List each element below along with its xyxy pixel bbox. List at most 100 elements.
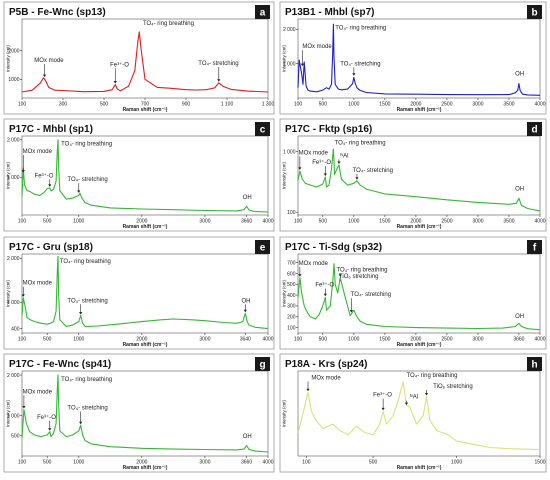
- annotation-arrowhead: [424, 393, 429, 396]
- panel-b: P13B1 - Mhbl (sp7) b 100 500 1000 1500 2000 250…: [279, 1, 547, 115]
- x-tick-label: 500: [319, 337, 328, 343]
- annotation-arrowhead: [217, 79, 221, 82]
- x-tick-label: 2500: [441, 337, 452, 343]
- panel-letter: e: [260, 243, 266, 254]
- annotation-label: MOx mode: [311, 376, 341, 382]
- annotation-label: Fe³⁺-O: [110, 61, 129, 68]
- annotation-arrowhead: [338, 274, 342, 277]
- panel-letter: a: [260, 8, 266, 19]
- x-tick-label: 300: [59, 102, 68, 108]
- plot-area: [21, 370, 269, 457]
- x-tick-label: 3660: [513, 337, 524, 343]
- x-tick-label: 100: [18, 460, 27, 466]
- y-axis-label: Intensity (cnt): [282, 279, 287, 307]
- annotation-label: TO₄- ring breathing: [61, 377, 112, 383]
- panel-letter: h: [531, 360, 537, 371]
- annotation-label: MOx mode: [23, 389, 53, 395]
- panel-letter-badge: [527, 357, 542, 371]
- annotation-arrowhead: [48, 184, 52, 187]
- annotation-label: MOx mode: [34, 58, 64, 64]
- panel-title: P17C - Mhbl (sp1): [9, 124, 93, 135]
- y-tick-label: 1000: [8, 77, 19, 83]
- panel-letter: d: [531, 125, 537, 136]
- annotation-arrowhead: [298, 167, 302, 170]
- y-tick-label: 1 000: [283, 149, 296, 155]
- annotation-label: TO₄- stretching: [67, 298, 107, 304]
- x-axis-label: Raman shift (cm⁻¹): [123, 224, 168, 230]
- y-tick-label: 300: [287, 304, 296, 310]
- plot-area: [21, 253, 269, 334]
- panel-letter-badge: [527, 240, 542, 254]
- x-tick-label: 900: [182, 102, 191, 108]
- spectrum-line: [297, 381, 541, 451]
- x-tick-label: 100: [18, 102, 27, 108]
- annotation-label: MOx mode: [302, 44, 332, 50]
- annotation-label: TO₄- stretching: [198, 61, 238, 67]
- panel-letter: c: [260, 125, 266, 136]
- x-tick-label: 4000: [262, 219, 273, 225]
- annotation-label: MOx mode: [299, 261, 329, 267]
- spectrum-line: [21, 255, 269, 330]
- x-tick-label: 1500: [379, 219, 390, 225]
- annotation-arrowhead: [113, 80, 117, 84]
- x-tick-label: 1000: [451, 460, 462, 466]
- x-tick-label: 4000: [534, 102, 545, 108]
- y-axis-label: Intensity (cnt): [282, 161, 287, 189]
- annotation-label: TO₄- ring breathing: [335, 25, 386, 31]
- y-tick-label: 1 000: [7, 413, 20, 419]
- x-tick-label: 2000: [410, 102, 421, 108]
- panel-frame: [279, 118, 547, 232]
- x-tick-label: 3000: [472, 219, 483, 225]
- annotation-arrowhead: [323, 293, 327, 297]
- annotation-arrowhead: [323, 173, 327, 177]
- y-axis-label: Intensity (cnt): [282, 399, 287, 427]
- panel-f: P17C - Ti-Sdg (sp32) f 100 500 1000 1500 2000 2…: [279, 236, 547, 350]
- annotation-label: TiO₆ stretching: [433, 384, 473, 390]
- annotation-label: TO₄- stretching: [67, 405, 107, 411]
- y-tick-label: 400: [287, 293, 296, 299]
- panel-g: P17C - Fe-Wnc (sp41) g 100 500 1000 2000 3000 3…: [3, 353, 275, 473]
- x-tick-label: 3640: [240, 337, 251, 343]
- y-axis-label: Intensity (cnt): [6, 279, 11, 307]
- panel-letter: f: [533, 243, 537, 254]
- panel-frame: [3, 1, 275, 115]
- annotation-arrowhead: [404, 402, 409, 406]
- annotation-label: Fe³⁺-O: [312, 159, 331, 166]
- x-tick-label: 2000: [136, 460, 147, 466]
- panel-d: P17C - Fktp (sp16) d 100 500 1000 1500 2000 250…: [279, 118, 547, 232]
- panel-a: P5B - Fe-Wnc (sp13) a 100 300 500 700 900 1 100…: [3, 1, 275, 115]
- x-tick-label: 500: [43, 337, 52, 343]
- annotation-label: TO₄- ring breathing: [335, 141, 386, 147]
- x-tick-label: 4000: [262, 337, 273, 343]
- x-tick-label: 3000: [199, 460, 210, 466]
- annotation-label: ᴵᵛAl: [410, 394, 418, 401]
- x-tick-label: 500: [43, 219, 52, 225]
- panel-frame: [3, 118, 275, 232]
- x-tick-label: 500: [319, 102, 328, 108]
- annotation-label: MOx mode: [23, 149, 53, 155]
- panel-letter-badge: [255, 357, 270, 371]
- x-tick-label: 1 300: [262, 102, 275, 108]
- y-tick-label: 2000: [8, 48, 19, 54]
- x-tick-label: 100: [18, 219, 27, 225]
- annotation-label: OH: [515, 72, 524, 78]
- annotation-arrowhead: [48, 428, 52, 431]
- panel-frame: [3, 353, 275, 473]
- annotation-label: MOx mode: [23, 281, 53, 287]
- panel-c: P17C - Mhbl (sp1) c 100 500 1000 2000 3000 3660…: [3, 118, 275, 232]
- y-tick-label: 2 000: [283, 27, 296, 33]
- x-tick-label: 3000: [199, 337, 210, 343]
- y-tick-label: 100: [287, 325, 296, 331]
- y-tick-label: 1 000: [7, 175, 20, 181]
- x-tick-label: 1500: [534, 460, 545, 466]
- x-tick-label: 2000: [410, 219, 421, 225]
- y-tick-label: 2 000: [7, 138, 20, 144]
- x-tick-label: 100: [294, 102, 303, 108]
- y-tick-label: 500: [287, 282, 296, 288]
- y-tick-label: 1 000: [283, 61, 296, 67]
- x-tick-label: 100: [302, 460, 311, 466]
- x-tick-label: 100: [294, 337, 303, 343]
- plot-area: [297, 18, 541, 99]
